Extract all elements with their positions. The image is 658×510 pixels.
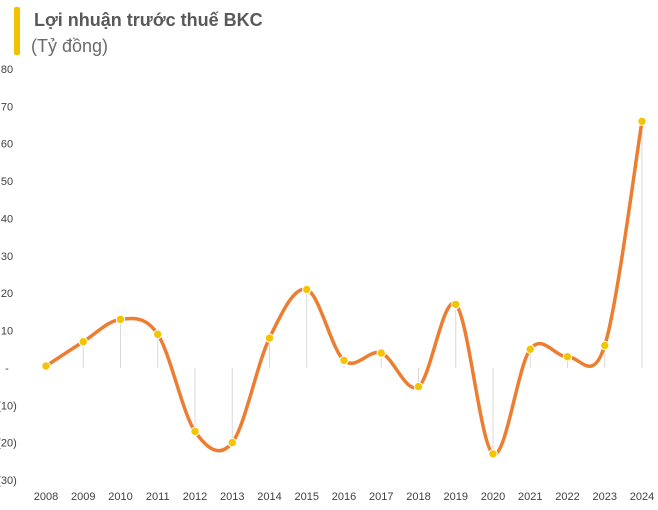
data-point [600,340,610,351]
y-tick-label: 60 [1,139,13,151]
data-point [413,381,424,392]
x-tick-label: 2016 [332,491,356,503]
data-point [190,426,200,437]
x-tick-label: 2010 [108,491,132,503]
chart-subtitle: (Tỷ đồng) [31,36,109,56]
y-tick-label: 10 [1,326,13,338]
x-tick-label: 2020 [481,491,505,503]
data-point [488,449,498,459]
data-point [41,361,51,371]
y-tick-label: 70 [1,101,13,113]
x-tick-label: 2014 [257,491,281,503]
x-tick-label: 2009 [71,491,95,503]
data-point [637,116,647,127]
y-tick-label: 50 [1,176,13,188]
y-tick-label: 80 [1,64,13,76]
y-tick-label: 20 [1,288,13,300]
data-point [302,284,312,295]
data-point [264,333,275,343]
x-tick-label: 2022 [555,491,579,503]
data-point [525,344,535,354]
data-points [41,116,647,459]
chart-title: Lợi nhuận trước thuế BKC [34,10,263,30]
x-tick-label: 2017 [369,491,393,503]
data-point [562,352,573,362]
y-tick-label: (20) [0,438,17,450]
y-tick-label: 40 [1,213,13,225]
data-point [153,329,163,339]
data-point [376,348,386,358]
x-tick-label: 2013 [220,491,244,503]
x-tick-label: 2012 [183,491,207,503]
series-line-layer [44,119,644,456]
y-tick-label: - [5,363,9,375]
title-accent-bar [14,7,20,55]
data-point [78,337,88,347]
series-line [44,119,644,456]
x-tick-label: 2024 [630,491,654,503]
x-tick-label: 2011 [146,491,170,503]
x-tick-label: 2019 [444,491,468,503]
x-tick-label: 2023 [593,491,617,503]
data-point [115,314,126,325]
x-axis: 2008 2009 2010 2011 2012 2013 2014 2015 2016 2017… [34,491,654,503]
data-point [339,355,349,366]
x-tick-label: 2015 [295,491,319,503]
y-axis: (30) (20) (10) - 10 20 30 40 50 60 70 80 [0,64,17,487]
drop-lines [45,121,643,454]
data-point [227,437,237,448]
x-tick-label: 2021 [518,491,542,503]
x-tick-label: 2018 [406,491,430,503]
y-tick-label: (30) [0,475,17,487]
y-tick-label: 30 [1,251,13,263]
y-tick-label: (10) [0,400,17,412]
data-point [451,299,461,310]
x-tick-label: 2008 [34,491,58,503]
